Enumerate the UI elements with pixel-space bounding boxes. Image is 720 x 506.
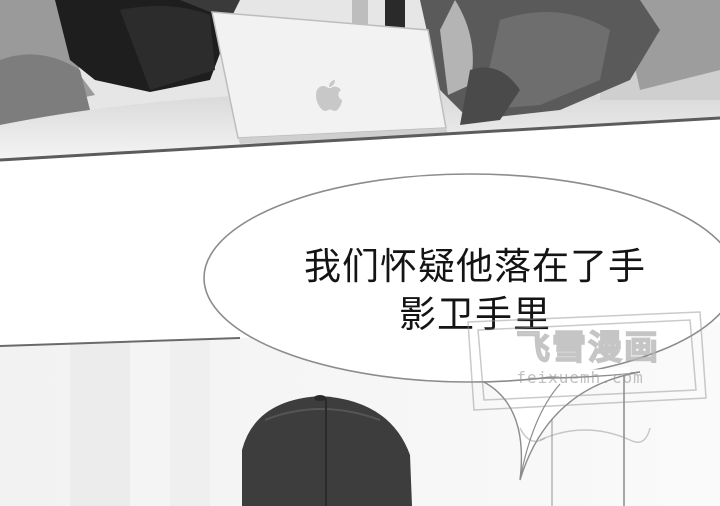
speech-line-1: 我们怀疑他落在了手 — [304, 245, 646, 288]
speech-text: 我们怀疑他落在了手 影卫手里 — [270, 243, 680, 339]
watermark-title: 飞雪漫画 — [515, 327, 660, 369]
apple-logo-icon — [316, 80, 342, 111]
watermark-url: feixuemh.com — [516, 368, 644, 387]
speech-line-2: 影卫手里 — [399, 293, 551, 336]
